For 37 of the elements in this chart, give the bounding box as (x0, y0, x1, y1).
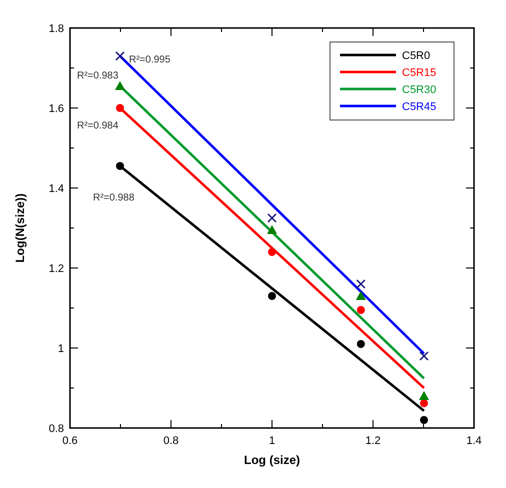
y-tick-label: 1.6 (48, 102, 64, 115)
annotation: R²=0.988 (92, 192, 135, 204)
text: C5R0 (402, 50, 430, 62)
point (356, 340, 365, 348)
point (420, 416, 428, 424)
x-tick-label: 1 (268, 435, 276, 447)
point (420, 399, 428, 408)
point (267, 213, 277, 223)
y-axis-title: Log(N(size)) (13, 193, 27, 263)
point (267, 225, 277, 234)
x-tick-label: 0.6 (62, 435, 78, 447)
y-tick-label: 1.2 (48, 262, 64, 275)
y-tick-label: 1.4 (48, 182, 64, 195)
point (116, 104, 124, 112)
point (419, 391, 430, 400)
point (268, 292, 276, 300)
annotation: R²=0.995 (128, 54, 171, 66)
x-tick-label: 1.4 (466, 435, 482, 447)
text: C5R45 (402, 100, 436, 113)
point (356, 279, 366, 289)
text: C5R15 (402, 66, 436, 79)
text: C5R30 (402, 84, 436, 96)
point (268, 248, 276, 256)
point (115, 51, 125, 61)
y-tick-label: 0.8 (48, 422, 64, 435)
x-axis-title: Log (size) (244, 453, 300, 467)
y-tick-label: 1 (58, 342, 64, 355)
y-tick-label: 1.8 (48, 22, 64, 35)
point (419, 351, 429, 361)
point (356, 291, 366, 300)
point (356, 306, 365, 314)
annotation: R²=0.984 (76, 120, 119, 132)
x-tick-label: 1.2 (365, 435, 381, 447)
point (116, 162, 124, 170)
x-tick-label: 0.8 (163, 435, 179, 447)
annotation: R²=0.983 (76, 70, 119, 82)
point (114, 81, 125, 90)
